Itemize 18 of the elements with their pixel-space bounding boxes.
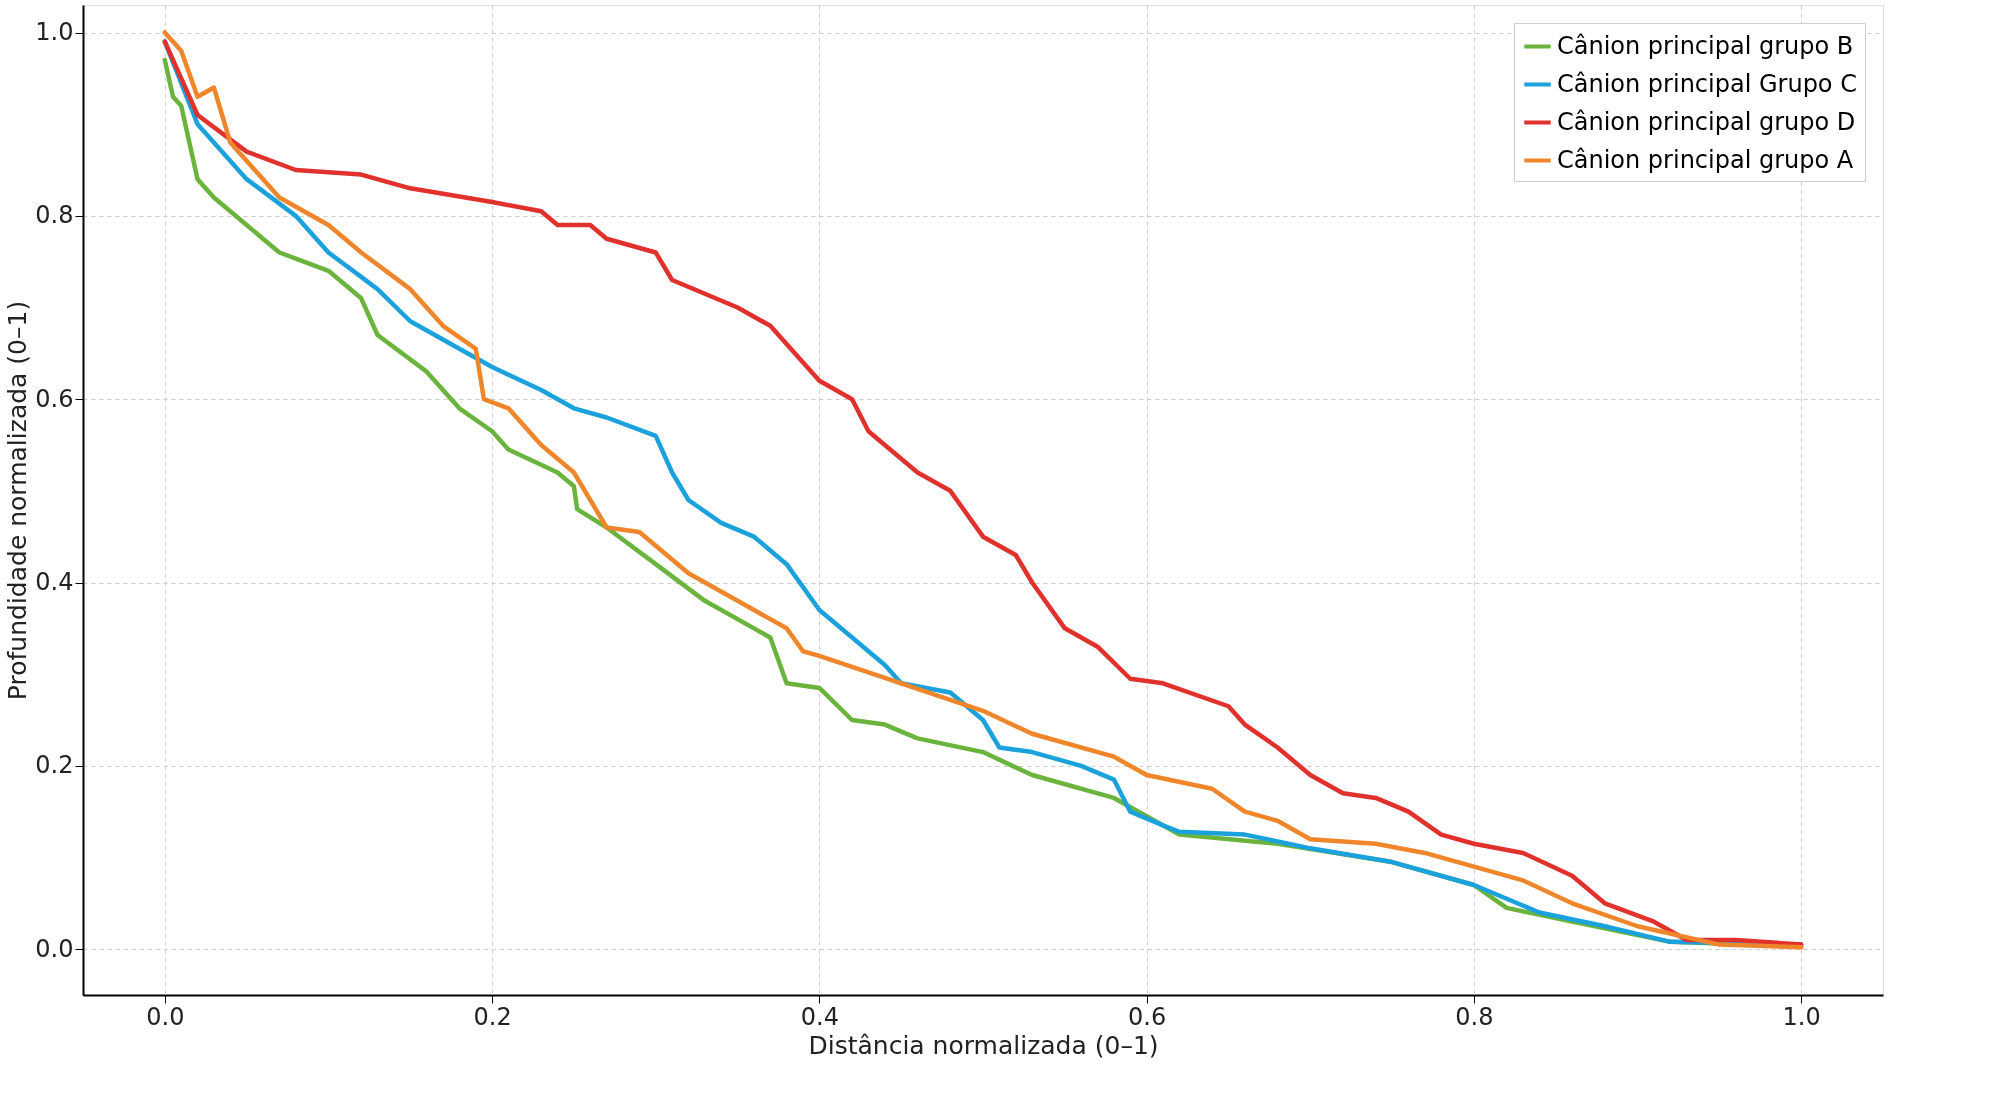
y-tick-label: 1.0	[35, 18, 74, 46]
y-tick-label: 0.8	[35, 201, 74, 230]
x-tick-label: 0.6	[1128, 1002, 1167, 1031]
y-tick-label: 0.6	[35, 384, 74, 413]
legend-label: Cânion principal grupo B	[1557, 31, 1854, 60]
x-tick-label: 0.8	[1455, 1002, 1494, 1031]
x-tick-label: 1.0	[1782, 1002, 1821, 1031]
legend-label: Cânion principal grupo A	[1557, 145, 1854, 174]
y-tick-label: 0.4	[35, 568, 74, 596]
legend-label: Cânion principal Grupo C	[1557, 69, 1857, 98]
y-axis-title: Profundidade normalizada (0–1)	[3, 300, 33, 701]
x-tick-label: 0.2	[473, 1002, 512, 1031]
x-tick-label: 0.4	[800, 1002, 839, 1031]
legend-label: Cânion principal grupo D	[1557, 107, 1856, 136]
x-tick-label: 0.0	[146, 1002, 185, 1031]
y-tick-label: 0.2	[35, 751, 74, 780]
x-axis-title: Distância normalizada (0–1)	[808, 1030, 1159, 1060]
y-tick-label: 0.0	[35, 934, 74, 963]
